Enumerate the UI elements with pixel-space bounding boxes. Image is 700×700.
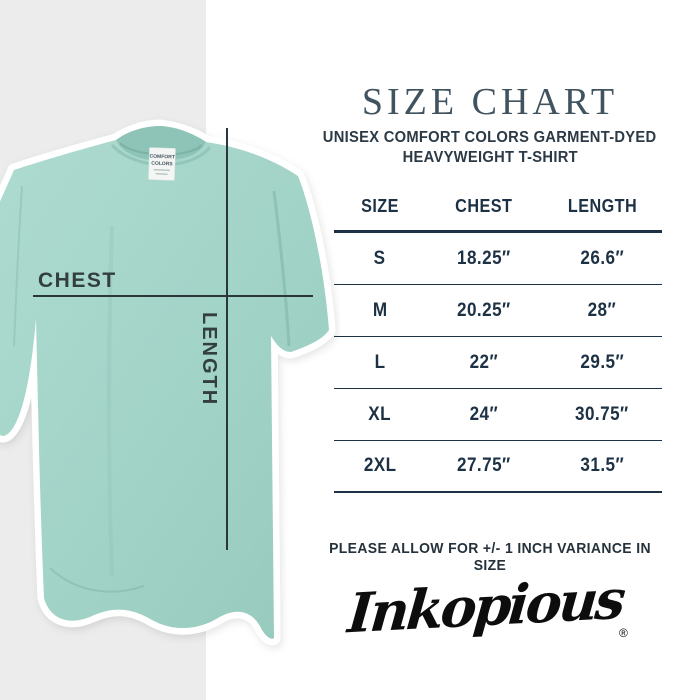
size-cell: L [374, 351, 386, 373]
column-header-size: SIZE [361, 196, 399, 216]
chest-cell: 18.25″ [457, 247, 511, 269]
chest-cell: 27.75″ [457, 455, 511, 476]
tshirt-photo: COMFORT COLORS [0, 106, 340, 662]
size-cell: M [372, 299, 388, 321]
registered-trademark-symbol: ® [619, 626, 628, 640]
tag-text-line1: COMFORT [149, 154, 174, 161]
chest-cell: 24″ [469, 403, 499, 425]
table-row: 2XL 27.75″ 31.5″ [334, 441, 662, 493]
brand-logo-text: Inkopious [345, 566, 626, 646]
table-header-row: SIZE CHEST LENGTH [334, 183, 662, 233]
table-row: XL 24″ 30.75″ [334, 389, 662, 441]
chest-measure-line [33, 295, 313, 297]
neck-tag: COMFORT COLORS [148, 147, 176, 181]
length-cell: 26.6″ [580, 247, 624, 269]
subtitle-line-1: UNISEX COMFORT COLORS GARMENT-DYED [323, 129, 657, 146]
subtitle-line-2: HEAVYWEIGHT T-SHIRT [402, 149, 578, 166]
length-measure-line [226, 128, 228, 550]
body-crease [107, 225, 114, 577]
column-header-chest: CHEST [455, 196, 513, 216]
size-cell: XL [368, 403, 392, 425]
chest-cell: 20.25″ [457, 299, 511, 321]
size-cell: 2XL [363, 455, 397, 476]
chest-measure-label: CHEST [38, 269, 117, 292]
column-header-length: LENGTH [567, 196, 637, 216]
hem-fold-seam [49, 567, 145, 593]
length-cell: 31.5″ [580, 455, 624, 476]
tshirt-image: COMFORT COLORS [0, 119, 336, 646]
length-cell: 29.5″ [580, 351, 624, 373]
size-table: SIZE CHEST LENGTH S 18.25″ 26.6″ M 20.25… [334, 183, 662, 493]
brand-logo: Inkopious® [310, 567, 670, 664]
tag-text-line2: COLORS [151, 161, 173, 168]
chest-cell: 22″ [469, 351, 499, 373]
table-row: M 20.25″ 28″ [334, 285, 662, 337]
size-cell: S [374, 247, 386, 269]
length-cell: 28″ [587, 299, 617, 321]
tshirt-silhouette [0, 119, 336, 646]
length-cell: 30.75″ [575, 403, 629, 425]
table-row: L 22″ 29.5″ [334, 337, 662, 389]
variance-note: PLEASE ALLOW FOR +/- 1 INCH VARIANCE IN … [329, 540, 651, 574]
chart-subtitle: UNISEX COMFORT COLORS GARMENT-DYED HEAVY… [310, 128, 670, 168]
length-measure-label: LENGTH [198, 312, 220, 407]
sleeve-crease-left [13, 185, 23, 347]
table-row: S 18.25″ 26.6″ [334, 233, 662, 285]
sleeve-crease-right [272, 190, 291, 347]
page-title: SIZE CHART [361, 81, 619, 123]
